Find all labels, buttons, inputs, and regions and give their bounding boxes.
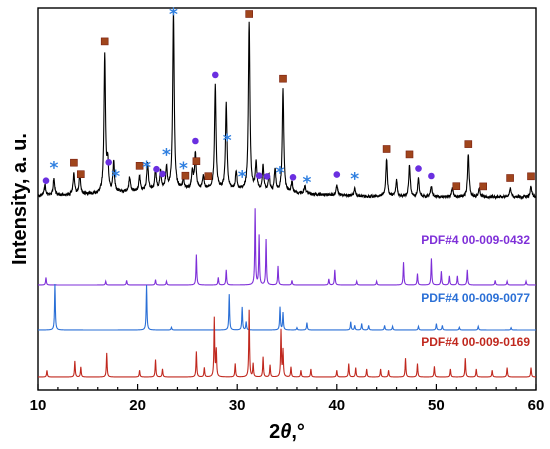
phase-marker-square bbox=[181, 171, 190, 180]
x-axis-ticks: 10 20 30 40 50 60 bbox=[30, 384, 545, 414]
x-tick-label: 50 bbox=[428, 397, 445, 414]
phase-marker-star: * bbox=[49, 159, 58, 179]
x-tick-label: 20 bbox=[129, 397, 146, 414]
phase-marker-circle bbox=[428, 172, 435, 180]
phase-marker-circle bbox=[255, 172, 263, 179]
phase-marker-square bbox=[279, 74, 287, 83]
trace-pdf-0169 bbox=[38, 309, 537, 378]
phase-marker-star: * bbox=[350, 170, 359, 190]
phase-marker-square bbox=[382, 145, 391, 153]
trace-pdf-0077 bbox=[38, 283, 536, 331]
phase-marker-square bbox=[70, 158, 78, 167]
phase-marker-square bbox=[100, 37, 109, 46]
y-axis-title: Intensity, a. u. bbox=[9, 133, 31, 265]
trace-sample bbox=[37, 9, 537, 201]
phase-marker-square bbox=[452, 182, 461, 190]
phase-marker-star: * bbox=[302, 173, 311, 193]
phase-marker-square bbox=[506, 174, 514, 182]
phase-marker-circle bbox=[333, 171, 341, 178]
phase-marker-star: * bbox=[238, 167, 247, 187]
trace-pdf-0432 bbox=[38, 208, 536, 286]
phase-marker-star: * bbox=[162, 146, 171, 166]
phase-marker-square bbox=[204, 172, 213, 180]
phase-marker-circle bbox=[105, 159, 112, 166]
phase-marker-circle bbox=[159, 170, 166, 178]
phase-marker-star: * bbox=[276, 164, 285, 184]
phase-markers-group: * * * * * * * * * * * bbox=[42, 5, 535, 193]
x-tick-label: 60 bbox=[528, 397, 545, 414]
phase-marker-square bbox=[245, 10, 253, 18]
phase-marker-circle bbox=[212, 71, 219, 79]
phase-marker-star: * bbox=[169, 5, 178, 25]
phase-marker-circle bbox=[289, 174, 297, 181]
phase-marker-square bbox=[527, 172, 535, 181]
x-tick-label: 40 bbox=[328, 397, 345, 414]
phase-marker-circle bbox=[415, 165, 422, 172]
traces-group bbox=[37, 9, 537, 378]
phase-marker-circle bbox=[263, 173, 271, 180]
series-label-pdf-0169: PDF#4 00-009-0169 bbox=[421, 335, 530, 349]
phase-marker-square bbox=[405, 150, 414, 159]
phase-marker-square bbox=[464, 140, 473, 148]
phase-marker-circle bbox=[42, 177, 50, 184]
phase-marker-star: * bbox=[179, 159, 188, 179]
plot-frame bbox=[37, 7, 537, 391]
phase-marker-star: * bbox=[142, 158, 151, 178]
phase-marker-square bbox=[192, 157, 201, 165]
phase-marker-star: * bbox=[223, 131, 232, 151]
phase-marker-star: * bbox=[111, 167, 120, 187]
x-axis-title-unit: ,° bbox=[291, 421, 305, 443]
phase-marker-square bbox=[77, 170, 85, 178]
x-axis-title-symbol: 2 bbox=[269, 421, 280, 443]
phase-marker-circle bbox=[192, 137, 199, 145]
series-label-pdf-0432: PDF#4 00-009-0432 bbox=[421, 233, 530, 247]
phase-marker-square bbox=[135, 162, 144, 170]
series-label-pdf-0077: PDF#4 00-009-0077 bbox=[421, 291, 530, 305]
x-axis-title: 2θ,° bbox=[269, 421, 305, 443]
phase-marker-circle bbox=[153, 165, 160, 173]
x-axis-title-theta: θ bbox=[280, 421, 291, 443]
phase-marker-square bbox=[479, 182, 488, 191]
x-tick-label: 10 bbox=[30, 397, 47, 414]
x-tick-label: 30 bbox=[229, 397, 246, 414]
